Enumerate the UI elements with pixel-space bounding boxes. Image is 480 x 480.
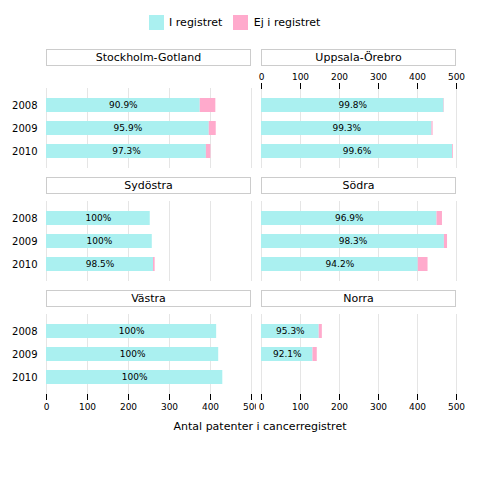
svg-text:2010: 2010 — [12, 258, 37, 269]
svg-text:500: 500 — [448, 71, 465, 81]
svg-text:2008: 2008 — [12, 212, 37, 223]
svg-text:100: 100 — [292, 401, 309, 411]
svg-text:90.9%: 90.9% — [109, 100, 138, 110]
svg-text:95.9%: 95.9% — [114, 123, 143, 133]
svg-text:100%: 100% — [120, 349, 146, 359]
svg-text:92.1%: 92.1% — [273, 349, 302, 359]
html-text:Norra: Norra — [343, 291, 374, 305]
svg-text:96.9%: 96.9% — [335, 213, 364, 223]
html-text:I registret: I registret — [169, 16, 223, 29]
svg-text:2009: 2009 — [12, 235, 37, 246]
svg-text:2008: 2008 — [12, 325, 37, 336]
html-text:Västra: Västra — [131, 291, 166, 305]
html-text:Antal patenter i cancerregistr: Antal patenter i cancerregistret — [173, 419, 347, 433]
svg-text:2010: 2010 — [12, 371, 37, 382]
svg-text:200: 200 — [331, 71, 348, 81]
svg-text:0: 0 — [259, 401, 265, 411]
html-text:Södra: Södra — [342, 178, 375, 192]
svg-text:2010: 2010 — [12, 145, 37, 156]
svg-text:400: 400 — [409, 401, 426, 411]
svg-text:2009: 2009 — [12, 348, 37, 359]
svg-text:2008: 2008 — [12, 99, 37, 110]
svg-text:2009: 2009 — [12, 122, 37, 133]
svg-text:94.2%: 94.2% — [326, 259, 355, 269]
svg-text:500: 500 — [243, 401, 256, 411]
svg-text:100: 100 — [79, 401, 96, 411]
svg-text:98.5%: 98.5% — [86, 259, 115, 269]
svg-text:99.6%: 99.6% — [343, 146, 372, 156]
html-text:Sydöstra: Sydöstra — [124, 178, 173, 192]
svg-text:300: 300 — [161, 401, 178, 411]
svg-text:100%: 100% — [119, 326, 145, 336]
svg-text:400: 400 — [409, 71, 426, 81]
svg-text:99.3%: 99.3% — [332, 123, 361, 133]
svg-text:97.3%: 97.3% — [112, 146, 141, 156]
svg-text:400: 400 — [202, 401, 219, 411]
svg-text:95.3%: 95.3% — [276, 326, 305, 336]
svg-text:500: 500 — [448, 401, 465, 411]
svg-text:300: 300 — [370, 71, 387, 81]
svg-text:200: 200 — [120, 401, 137, 411]
svg-text:200: 200 — [331, 401, 348, 411]
svg-text:100%: 100% — [87, 236, 113, 246]
svg-text:0: 0 — [259, 71, 265, 81]
svg-text:100%: 100% — [85, 213, 111, 223]
html-text:Stockholm-Gotland: Stockholm-Gotland — [95, 50, 202, 64]
svg-text:98.3%: 98.3% — [339, 236, 368, 246]
svg-text:99.8%: 99.8% — [338, 100, 367, 110]
svg-text:100%: 100% — [122, 372, 148, 382]
html-text:Ej i registret: Ej i registret — [253, 16, 321, 29]
svg-text:100: 100 — [292, 71, 309, 81]
svg-text:0: 0 — [44, 401, 50, 411]
html-text:Uppsala-Örebro: Uppsala-Örebro — [315, 50, 402, 64]
svg-text:300: 300 — [370, 401, 387, 411]
